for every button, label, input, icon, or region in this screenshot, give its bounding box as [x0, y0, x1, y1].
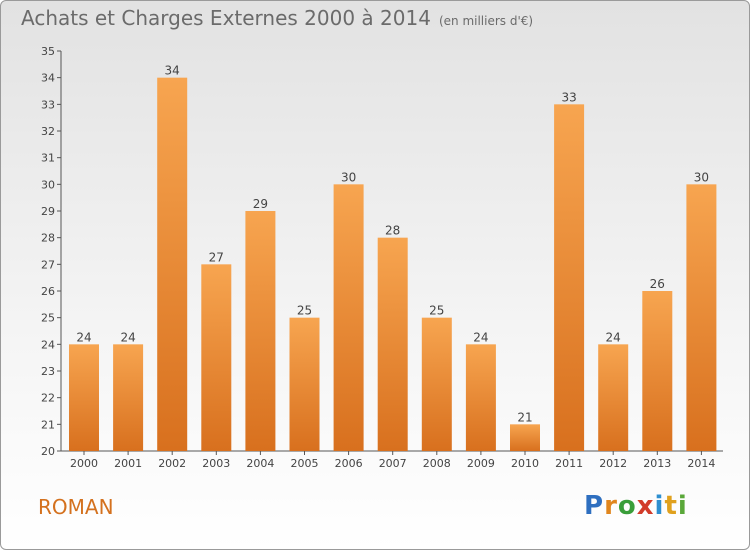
- x-tick-label: 2014: [687, 457, 715, 470]
- y-tick-label: 25: [41, 312, 55, 325]
- bar-value-label: 25: [429, 304, 444, 318]
- y-tick-label: 27: [41, 258, 55, 271]
- y-tick-label: 35: [41, 45, 55, 58]
- bar: [113, 344, 144, 451]
- bar-value-label: 24: [473, 330, 488, 344]
- bar: [69, 344, 99, 451]
- y-tick-label: 34: [41, 72, 55, 85]
- y-tick-label: 33: [41, 98, 55, 111]
- x-tick-label: 2004: [246, 457, 274, 470]
- y-tick-label: 22: [41, 392, 55, 405]
- y-tick-label: 31: [41, 152, 55, 165]
- bar-value-label: 28: [385, 224, 400, 238]
- chart-subtitle: (en milliers d'€): [438, 14, 534, 28]
- x-tick-label: 2013: [643, 457, 671, 470]
- x-tick-label: 2008: [423, 457, 451, 470]
- x-tick-label: 2011: [555, 457, 583, 470]
- bar-value-label: 24: [120, 330, 135, 344]
- x-tick-label: 2005: [291, 457, 319, 470]
- bar-value-label: 27: [209, 250, 224, 264]
- bar: [510, 424, 540, 451]
- commune-name: ROMAN: [38, 495, 114, 519]
- x-tick-label: 2010: [511, 457, 539, 470]
- bar-value-label: 30: [694, 170, 709, 184]
- y-tick-label: 30: [41, 178, 55, 191]
- y-tick-label: 20: [41, 445, 55, 458]
- bar: [377, 237, 408, 451]
- x-tick-label: 2001: [114, 457, 142, 470]
- y-tick-label: 29: [41, 205, 55, 218]
- chart-title-text: Achats et Charges Externes 2000 à 2014: [21, 6, 431, 30]
- bar: [686, 184, 717, 452]
- bar: [201, 264, 232, 451]
- x-tick-label: 2007: [379, 457, 407, 470]
- bar-value-label: 24: [76, 330, 91, 344]
- x-tick-label: 2012: [599, 457, 627, 470]
- bar: [642, 291, 673, 451]
- bar: [421, 317, 452, 451]
- x-tick-label: 2002: [158, 457, 186, 470]
- bar: [245, 211, 276, 451]
- x-tick-label: 2006: [335, 457, 363, 470]
- bar-value-label: 29: [253, 197, 268, 211]
- proxiti-logo: Proxiti: [584, 491, 688, 521]
- bar: [465, 344, 496, 451]
- y-tick-label: 23: [41, 365, 55, 378]
- bar: [554, 104, 585, 451]
- y-tick-label: 21: [41, 418, 55, 431]
- bar-value-label: 30: [341, 170, 356, 184]
- y-tick-label: 32: [41, 125, 55, 138]
- x-tick-label: 2003: [202, 457, 230, 470]
- y-tick-label: 28: [41, 232, 55, 245]
- bar-value-label: 25: [297, 304, 312, 318]
- bar-value-label: 34: [165, 64, 180, 78]
- chart-title: Achats et Charges Externes 2000 à 2014 (e…: [21, 6, 533, 30]
- bar: [289, 317, 320, 451]
- x-tick-label: 2000: [70, 457, 98, 470]
- y-tick-label: 24: [41, 338, 55, 351]
- bar-value-label: 26: [650, 277, 665, 291]
- bar-value-label: 33: [561, 90, 576, 104]
- bar-value-label: 24: [606, 330, 621, 344]
- bar: [333, 184, 364, 452]
- bar: [157, 77, 188, 452]
- y-tick-label: 26: [41, 285, 55, 298]
- x-tick-label: 2009: [467, 457, 495, 470]
- bar: [598, 344, 629, 451]
- bar-value-label: 21: [517, 410, 532, 424]
